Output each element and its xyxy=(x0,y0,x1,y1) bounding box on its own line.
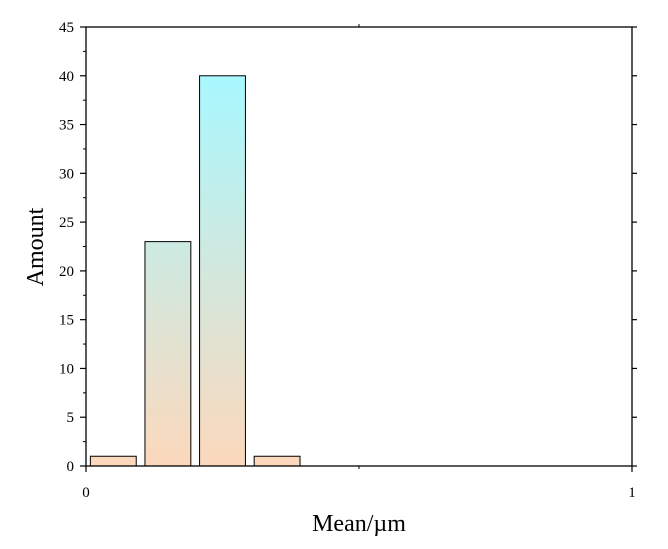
bar-1 xyxy=(144,241,192,467)
y-tick-label: 10 xyxy=(59,361,74,377)
y-tick-label: 30 xyxy=(59,166,74,182)
y-tick-label: 40 xyxy=(59,69,74,85)
x-tick-label: 1 xyxy=(628,485,636,501)
y-tick-label: 25 xyxy=(59,215,74,231)
x-tick-label: 0 xyxy=(82,485,90,501)
bar-0 xyxy=(89,455,137,467)
bar-3 xyxy=(253,455,301,467)
y-tick-label: 35 xyxy=(59,118,74,134)
y-axis-title: Amount xyxy=(23,207,49,286)
bar-2 xyxy=(199,75,246,467)
y-tick-label: 15 xyxy=(59,313,74,329)
bars-group xyxy=(89,75,301,467)
x-axis-title: Mean/µm xyxy=(312,511,406,537)
y-tick-label: 0 xyxy=(67,459,75,475)
y-tick-label: 20 xyxy=(59,264,74,280)
ticks-group: 0 5 10 15 20 25 30 35 40 45 0 1 xyxy=(59,20,637,501)
y-tick-label: 45 xyxy=(59,20,74,36)
y-tick-label: 5 xyxy=(67,410,75,426)
